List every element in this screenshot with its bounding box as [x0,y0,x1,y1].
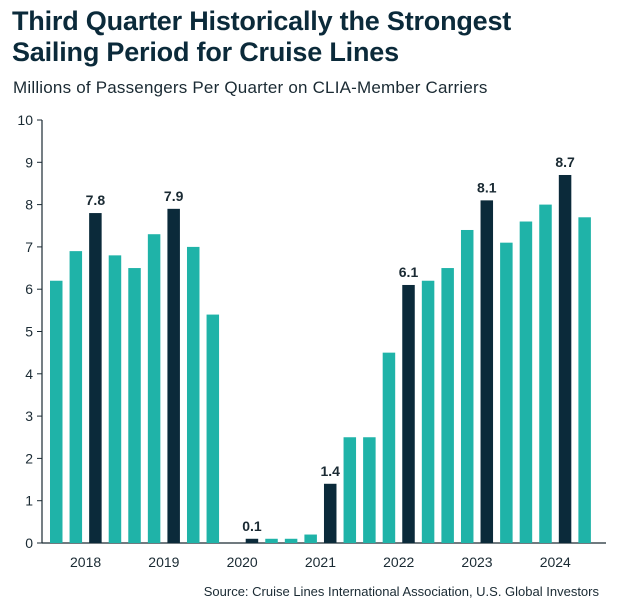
bar-2019-q1 [128,268,141,543]
bar-2020-q1 [206,314,220,543]
chart-title-line-2: Sailing Period for Cruise Lines [12,37,399,67]
bar-2021-q2 [304,534,317,543]
bar-2021-q1 [284,538,298,543]
x-tick-label-2022: 2022 [383,554,414,570]
y-tick-label-5: 5 [25,324,33,340]
chart-title: Third Quarter Historically the Strongest… [12,6,612,68]
bar-2024-q4 [578,217,591,544]
y-tick-label-3: 3 [25,408,33,424]
bar-2018-q4 [108,255,122,544]
data-label-2018-q3: 7.8 [86,192,106,208]
data-label-2019-q3: 7.9 [164,188,184,204]
y-tick-label-10: 10 [17,112,33,128]
x-tick-label-2019: 2019 [148,554,179,570]
y-tick-label-9: 9 [25,154,33,170]
y-tick-label-4: 4 [25,366,33,382]
chart-title-line-1: Third Quarter Historically the Strongest [12,6,512,36]
bar-2021-q4 [343,437,357,543]
x-tick-label-2018: 2018 [70,554,101,570]
x-tick-label-2024: 2024 [540,554,571,570]
x-tick-label-2021: 2021 [305,554,336,570]
bar-2018-q1 [50,280,63,543]
bar-2018-q3 [89,213,102,543]
y-tick-label-1: 1 [25,493,33,509]
data-label-2024-q3: 8.7 [555,154,575,170]
bar-2020-q3 [245,538,259,543]
y-tick-label-6: 6 [25,281,33,297]
bar-2020-q4 [265,538,278,543]
bar-2023-q4 [500,242,513,544]
data-label-2022-q3: 6.1 [399,264,419,280]
bar-2021-q3 [323,483,337,543]
data-label-2020-q3: 0.1 [242,518,262,534]
bar-2022-q4 [421,280,435,543]
y-tick-label-0: 0 [25,535,33,551]
chart-subtitle: Millions of Passengers Per Quarter on CL… [13,78,488,97]
y-tick-label-2: 2 [25,450,33,466]
bar-2018-q2 [69,251,83,543]
bar-2022-q1 [363,437,376,543]
bar-2022-q2 [382,352,396,543]
x-tick-label-2020: 2020 [227,554,258,570]
bar-2024-q3 [558,174,572,544]
bar-2019-q2 [147,234,161,543]
data-label-2021-q3: 1.4 [320,463,340,479]
data-label-2023-q3: 8.1 [477,179,497,195]
bar-2024-q2 [539,204,552,543]
bar-2019-q3 [167,208,180,543]
y-tick-label-7: 7 [25,239,33,255]
bar-2023-q1 [441,268,454,543]
bar-2023-q3 [480,200,494,543]
bar-chart: 0 1 2 3 4 5 6 7 8 9 10 7.8 7.9 0.1 1.4 6.1 8.1 8.7 2018 201… [17,112,606,570]
bar-2024-q1 [519,221,533,543]
bar-2022-q3 [402,284,415,543]
bar-2019-q4 [186,246,200,543]
source-note: Source: Cruise Lines International Assoc… [203,584,599,599]
x-tick-label-2023: 2023 [461,554,492,570]
y-tick-label-8: 8 [25,197,33,213]
bar-2023-q2 [460,229,474,544]
